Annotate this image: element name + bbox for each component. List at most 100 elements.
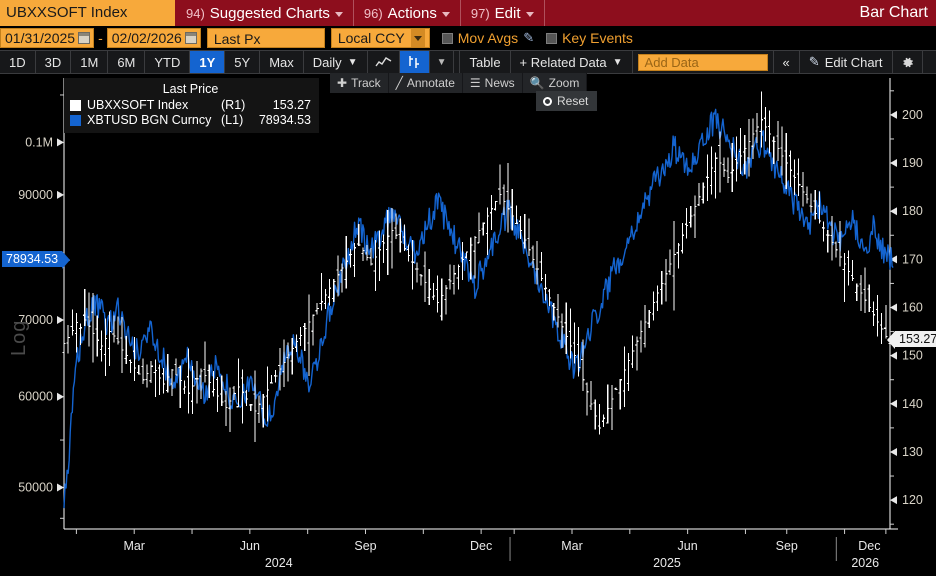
svg-text:200: 200	[902, 108, 923, 122]
calendar-icon[interactable]	[184, 32, 197, 44]
chart-type-title: Bar Chart	[859, 4, 928, 21]
menu-label: Edit	[494, 4, 521, 22]
track-button[interactable]: ✚ Track	[330, 73, 389, 93]
legend-row[interactable]: XBTUSD BGN Curncy (L1) 78934.53	[70, 113, 311, 128]
legend-swatch-series-1	[70, 100, 81, 111]
range-button-5y[interactable]: 5Y	[225, 51, 261, 73]
menu-edit[interactable]: 97) Edit	[461, 0, 545, 26]
svg-text:190: 190	[902, 156, 923, 170]
reset-button[interactable]: Reset	[536, 91, 598, 111]
legend-value-series-1: 153.27	[272, 98, 311, 112]
range-button-1y[interactable]: 1Y	[190, 51, 226, 73]
menu-label: Suggested Charts	[209, 4, 330, 22]
collapse-button[interactable]: «	[774, 51, 800, 73]
menu-number: 97)	[470, 5, 490, 21]
menu-suggested-charts[interactable]: 94) Suggested Charts	[176, 0, 354, 26]
key-events-label: Key Events	[562, 30, 633, 46]
range-button-1m[interactable]: 1M	[71, 51, 109, 73]
chevron-down-icon	[525, 11, 534, 17]
svg-text:Sep: Sep	[776, 539, 798, 553]
chevron-down-icon: ▼	[436, 56, 447, 68]
svg-text:120: 120	[902, 493, 923, 507]
svg-text:90000: 90000	[18, 188, 53, 202]
svg-text:60000: 60000	[18, 390, 53, 404]
menu-number: 94)	[186, 5, 205, 21]
range-button-max[interactable]: Max	[260, 51, 304, 73]
toolbar-gap	[454, 51, 461, 73]
track-label: Track	[351, 76, 381, 90]
svg-text:170: 170	[902, 252, 923, 266]
annotate-label: Annotate	[406, 76, 455, 90]
ticker-input[interactable]: UBXXSOFT Index	[0, 0, 176, 26]
news-label: News	[484, 76, 515, 90]
currency-value: Local CCY	[337, 30, 405, 46]
reset-label: Reset	[557, 94, 589, 108]
end-date-value: 02/02/2026	[111, 30, 182, 46]
frequency-select[interactable]: Daily ▼	[304, 51, 368, 73]
news-button[interactable]: ☰ News	[462, 73, 523, 93]
legend-axis-series-1: (R1)	[221, 98, 246, 112]
svg-text:180: 180	[902, 204, 923, 218]
chevron-down-icon[interactable]	[410, 29, 425, 47]
svg-text:Jun: Jun	[678, 539, 698, 553]
svg-text:Dec: Dec	[470, 539, 492, 553]
key-events-group[interactable]: Key Events	[546, 30, 633, 46]
legend-axis-series-2: (L1)	[221, 113, 244, 127]
table-button[interactable]: Table	[460, 51, 511, 73]
plot-canvas[interactable]: 0.1M 90000 70000 60000 50000 200 190 180 170 160 1…	[0, 74, 936, 576]
add-data-wrapper: Add Data	[633, 51, 774, 73]
chevron-down-icon: ▼	[347, 56, 358, 68]
zoom-label: Zoom	[548, 76, 580, 90]
title-bar: UBXXSOFT Index 94) Suggested Charts 96) …	[0, 0, 936, 26]
chart-tool-strip: ✚ Track ╱ Annotate ☰ News 🔍 Zoom	[330, 73, 588, 93]
mov-avgs-checkbox[interactable]	[441, 32, 453, 44]
chart-style-more-button[interactable]: ▼	[430, 51, 455, 73]
chevron-down-icon	[334, 11, 343, 17]
calendar-icon[interactable]	[78, 32, 91, 44]
gear-icon[interactable]	[893, 51, 923, 73]
range-button-3d[interactable]: 3D	[36, 51, 72, 73]
chart-toolbar: 1D 3D 1M 6M YTD 1Y 5Y Max Daily ▼ ▼	[0, 50, 936, 74]
magnifier-icon: 🔍	[529, 76, 545, 90]
right-axis-current-tag: 153.27	[886, 330, 936, 349]
plot-area[interactable]: 0.1M 90000 70000 60000 50000 200 190 180 170 160 1…	[0, 74, 936, 576]
add-data-input[interactable]: Add Data	[637, 53, 768, 71]
currency-select[interactable]: Local CCY	[330, 28, 430, 48]
start-date-value: 01/31/2025	[5, 30, 76, 46]
legend-row[interactable]: UBXXSOFT Index (R1) 153.27	[70, 98, 311, 113]
mov-avgs-label: Mov Avgs	[457, 30, 519, 46]
svg-text:Sep: Sep	[354, 539, 376, 553]
zoom-button[interactable]: 🔍 Zoom	[522, 73, 588, 93]
bar-chart-icon[interactable]	[399, 51, 430, 73]
menu-actions[interactable]: 96) Actions	[354, 0, 461, 26]
price-type-input[interactable]: Last Px	[206, 28, 325, 48]
svg-text:160: 160	[902, 301, 923, 315]
mov-avgs-group[interactable]: Mov Avgs ✎	[441, 30, 535, 46]
svg-text:Jun: Jun	[240, 539, 260, 553]
pencil-icon[interactable]: ✎	[523, 30, 535, 45]
legend-value-series-2: 78934.53	[258, 113, 311, 127]
svg-text:Dec: Dec	[858, 539, 880, 553]
key-events-checkbox[interactable]	[546, 32, 558, 44]
title-spacer	[545, 0, 860, 26]
related-data-button[interactable]: + Related Data ▼	[511, 51, 633, 73]
start-date-input[interactable]: 01/31/2025	[0, 28, 95, 48]
legend-name-series-1: UBXXSOFT Index	[87, 98, 189, 112]
pencil-line-icon: ╱	[395, 76, 403, 90]
range-button-ytd[interactable]: YTD	[145, 51, 191, 73]
annotate-button[interactable]: ╱ Annotate	[388, 73, 463, 93]
frequency-value: Daily	[312, 54, 342, 70]
menu-label: Actions	[387, 4, 437, 22]
chart-legend: Last Price UBXXSOFT Index (R1) 153.27 XB…	[64, 78, 319, 133]
end-date-input[interactable]: 02/02/2026	[106, 28, 201, 48]
edit-chart-button[interactable]: ✎ Edit Chart	[800, 51, 893, 73]
range-button-6m[interactable]: 6M	[108, 51, 146, 73]
range-button-1d[interactable]: 1D	[0, 51, 36, 73]
menu-number: 96)	[363, 5, 383, 21]
edit-chart-label: Edit Chart	[824, 54, 883, 70]
svg-text:2025: 2025	[653, 556, 681, 570]
svg-text:2026: 2026	[851, 556, 879, 570]
crosshair-icon: ✚	[337, 76, 348, 90]
svg-text:0.1M: 0.1M	[25, 135, 53, 149]
line-chart-icon[interactable]	[368, 51, 400, 73]
